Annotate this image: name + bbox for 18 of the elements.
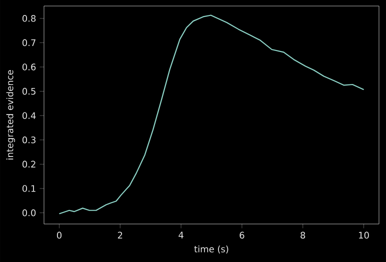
x-tick-label: 4: [178, 232, 184, 238]
y-tick-label: 0.1: [22, 185, 36, 192]
y-tick-label: 0.0: [22, 209, 36, 216]
y-axis-title: integrated evidence: [6, 70, 16, 160]
y-tick-label: 0.4: [22, 112, 36, 120]
x-axis-title: time (s): [194, 245, 228, 254]
x-tick-label: 2: [118, 232, 122, 238]
x-tick-label: 10: [359, 232, 369, 239]
y-tick-label: 0.8: [22, 14, 36, 22]
line-series: [58, 14, 364, 214]
x-tick-label: 6: [240, 232, 244, 239]
y-tick-label: 0.5: [22, 88, 36, 95]
y-tick-label: 0.6: [22, 64, 36, 70]
y-tick-label: 0.2: [22, 160, 36, 168]
x-tick-label: 8: [300, 232, 306, 239]
x-tick-label: 0: [56, 232, 62, 239]
y-tick-label: 0.7: [22, 39, 36, 46]
y-tick-label: 0.3: [22, 136, 36, 144]
